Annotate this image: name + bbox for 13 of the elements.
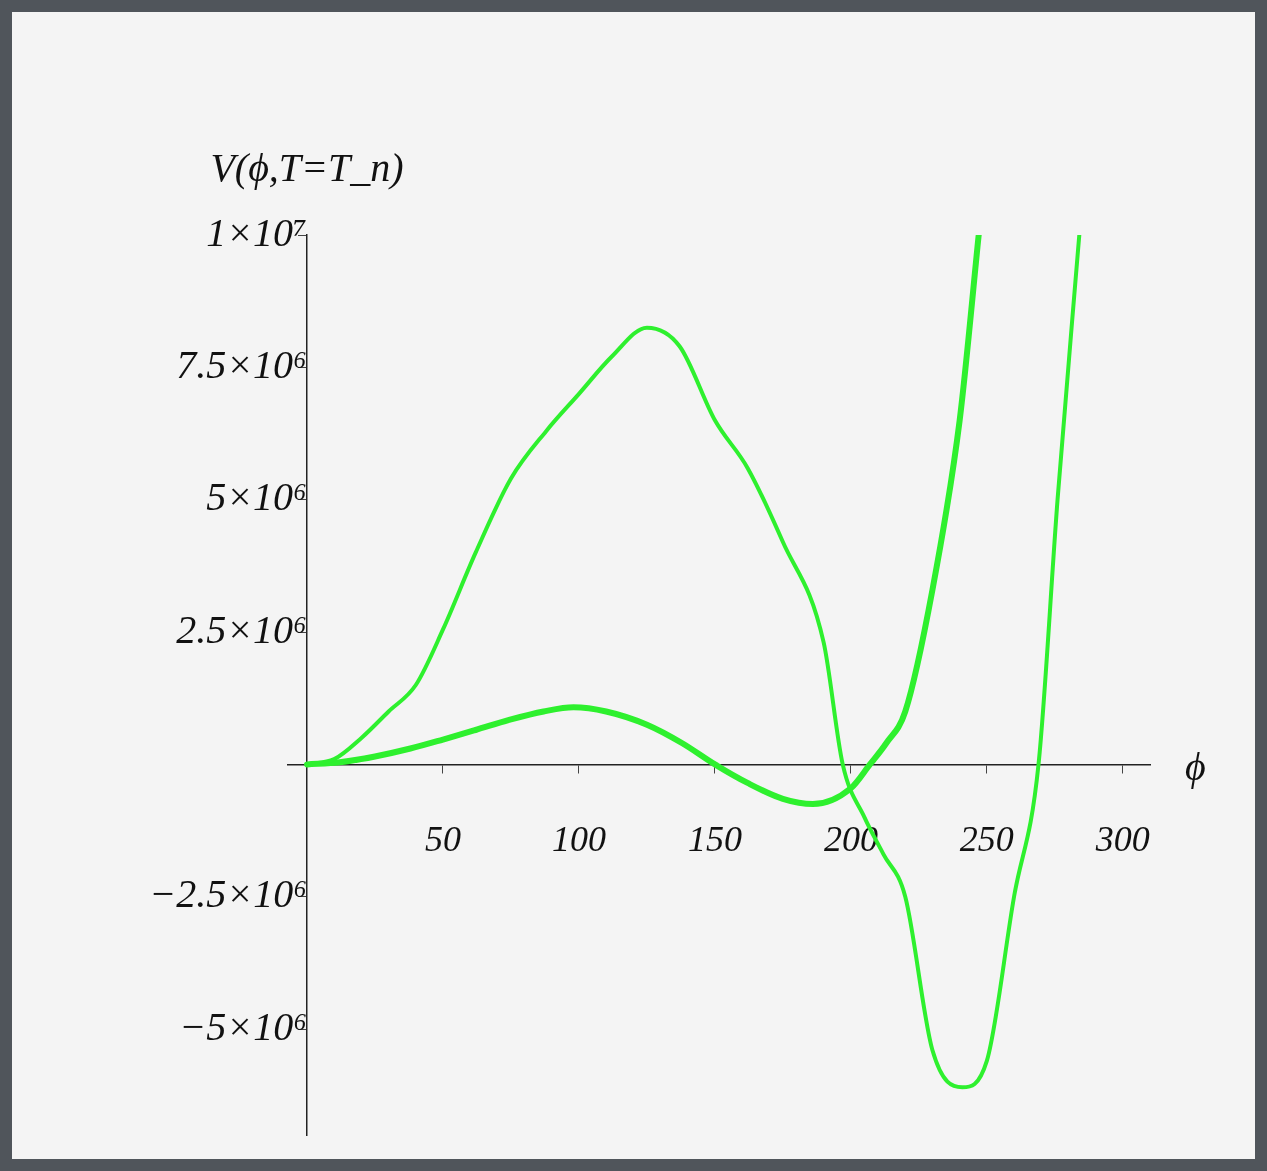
x-tick-label: 100 xyxy=(551,819,606,860)
x-tick-label: 300 xyxy=(1094,819,1150,860)
y-tick-label: 2.5×10⁶ xyxy=(176,606,308,652)
y-tick-label: 1×10⁷ xyxy=(206,209,308,255)
y-axis-title: V(ϕ,T=T_n) xyxy=(210,144,404,190)
x-tick-label: 150 xyxy=(687,819,742,860)
x-axis-title: ϕ xyxy=(1185,743,1206,789)
x-tick-label: 250 xyxy=(959,819,1014,860)
y-tick-label: 7.5×10⁶ xyxy=(176,341,308,387)
y-tick-label: −2.5×10⁶ xyxy=(149,871,308,917)
y-tick-label: −5×10⁶ xyxy=(179,1003,308,1049)
x-tick-label: 50 xyxy=(425,819,461,860)
y-tick-label: 5×10⁶ xyxy=(206,474,308,520)
